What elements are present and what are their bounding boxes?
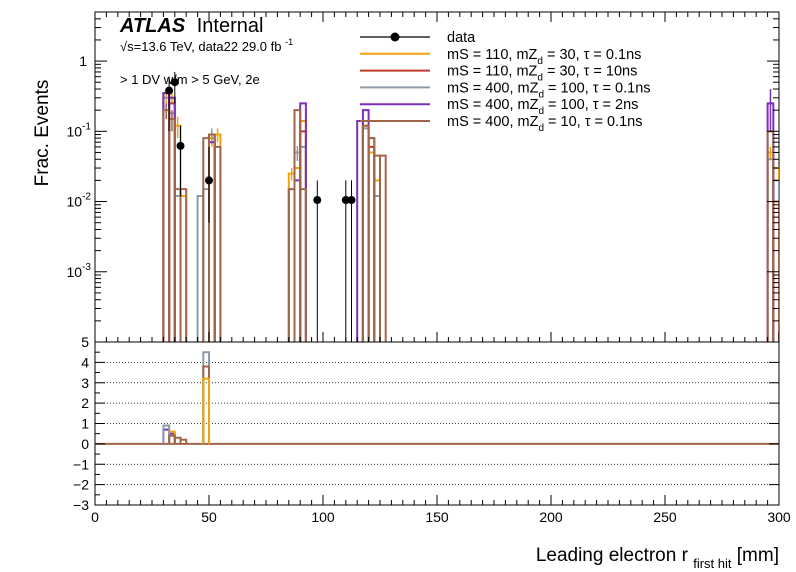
x-tick-label: 250: [653, 509, 677, 525]
ratio-bin: [162, 424, 171, 444]
data-point: [176, 141, 185, 150]
signal-bin: [299, 188, 307, 342]
legend-entry: mS = 400, mZd = 100, τ = 2ns: [360, 97, 638, 117]
legend-label: mS = 400, mZd = 100, τ = 2ns: [447, 97, 638, 117]
y-axis-label: Frac. Events: [32, 80, 53, 187]
signal-bin: [179, 188, 188, 342]
y-tick-label-bottom: 0: [81, 436, 89, 452]
ratio-bin: [179, 438, 188, 444]
y-tick-label-top: 10-3: [67, 262, 92, 280]
legend-entry: mS = 110, mZd = 30, τ = 10ns: [360, 64, 637, 84]
x-tick-label: 300: [767, 509, 791, 525]
legend-label: mS = 400, mZd = 100, τ = 0.1ns: [447, 80, 651, 100]
legend-marker-dot: [390, 32, 400, 42]
x-tick-label: 50: [201, 509, 217, 525]
axes: 0 50 100 150 200 250 300 10-3 10-2 10-1 1 5 4 3 2 1 0 −1 −…: [67, 11, 791, 525]
ratio-panel: [94, 341, 780, 506]
energy-lumi-text: √s=13.6 TeV, data22 29.0 fb -1: [120, 37, 293, 54]
x-tick-label: 0: [91, 509, 99, 525]
legend-entry: mS = 110, mZd = 30, τ = 0.1ns: [360, 47, 641, 67]
x-axis-label-unit: [mm]: [737, 545, 779, 566]
legend-entry: data: [360, 30, 476, 46]
y-tick-label-top: 10-2: [67, 192, 92, 210]
data-point: [165, 86, 174, 95]
y-tick-label-bottom: −3: [73, 497, 89, 513]
x-axis-label-main: Leading electron r: [536, 545, 689, 566]
energy-lumi-main: √s=13.6 TeV, data22 29.0 fb: [120, 39, 281, 54]
data-point: [341, 196, 350, 205]
y-tick-label-top: 1: [79, 53, 87, 69]
data-point: [205, 176, 213, 185]
y-tick-label-top: 10-1: [67, 121, 92, 139]
x-axis-label: Leading electron r first hit [mm]: [536, 545, 779, 572]
ratio-bin: [202, 377, 210, 444]
x-tick-label: 200: [539, 509, 563, 525]
data-point: [313, 196, 322, 205]
x-axis-label-sub: first hit: [693, 556, 732, 571]
top-panel-data-points: [165, 71, 356, 342]
data-point: [347, 196, 356, 205]
signal-bin: [379, 154, 387, 342]
selection-text: > 1 DV w/m > 5 GeV, 2e: [120, 72, 260, 87]
atlas-label: ATLAS: [119, 15, 186, 37]
legend-entry: mS = 400, mZd = 10, τ = 0.1ns: [360, 114, 642, 134]
y-tick-label-bottom: 2: [81, 395, 89, 411]
legend-entry: mS = 400, mZd = 100, τ = 0.1ns: [360, 80, 651, 100]
data-point: [170, 78, 179, 87]
atlas-label-group: ATLAS Internal: [119, 15, 263, 37]
x-tick-label: 150: [425, 509, 449, 525]
energy-lumi-sup: -1: [285, 37, 293, 47]
legend-label: data: [447, 30, 476, 46]
y-tick-label-bottom: 4: [81, 354, 89, 370]
y-tick-label-bottom: −1: [73, 456, 89, 472]
y-tick-label-bottom: −2: [73, 477, 89, 493]
signal-bin: [213, 145, 222, 342]
x-tick-label: 100: [311, 509, 335, 525]
y-tick-label-bottom: 1: [81, 416, 89, 432]
legend-label: mS = 400, mZd = 10, τ = 0.1ns: [447, 114, 642, 134]
ratio-panel-histograms: [95, 351, 779, 445]
atlas-sublabel: Internal: [197, 15, 264, 37]
y-tick-label-bottom: 5: [81, 334, 89, 350]
legend-label: mS = 110, mZd = 30, τ = 0.1ns: [447, 47, 641, 67]
y-tick-label-bottom: 3: [81, 375, 89, 391]
legend-label: mS = 110, mZd = 30, τ = 10ns: [447, 64, 637, 84]
